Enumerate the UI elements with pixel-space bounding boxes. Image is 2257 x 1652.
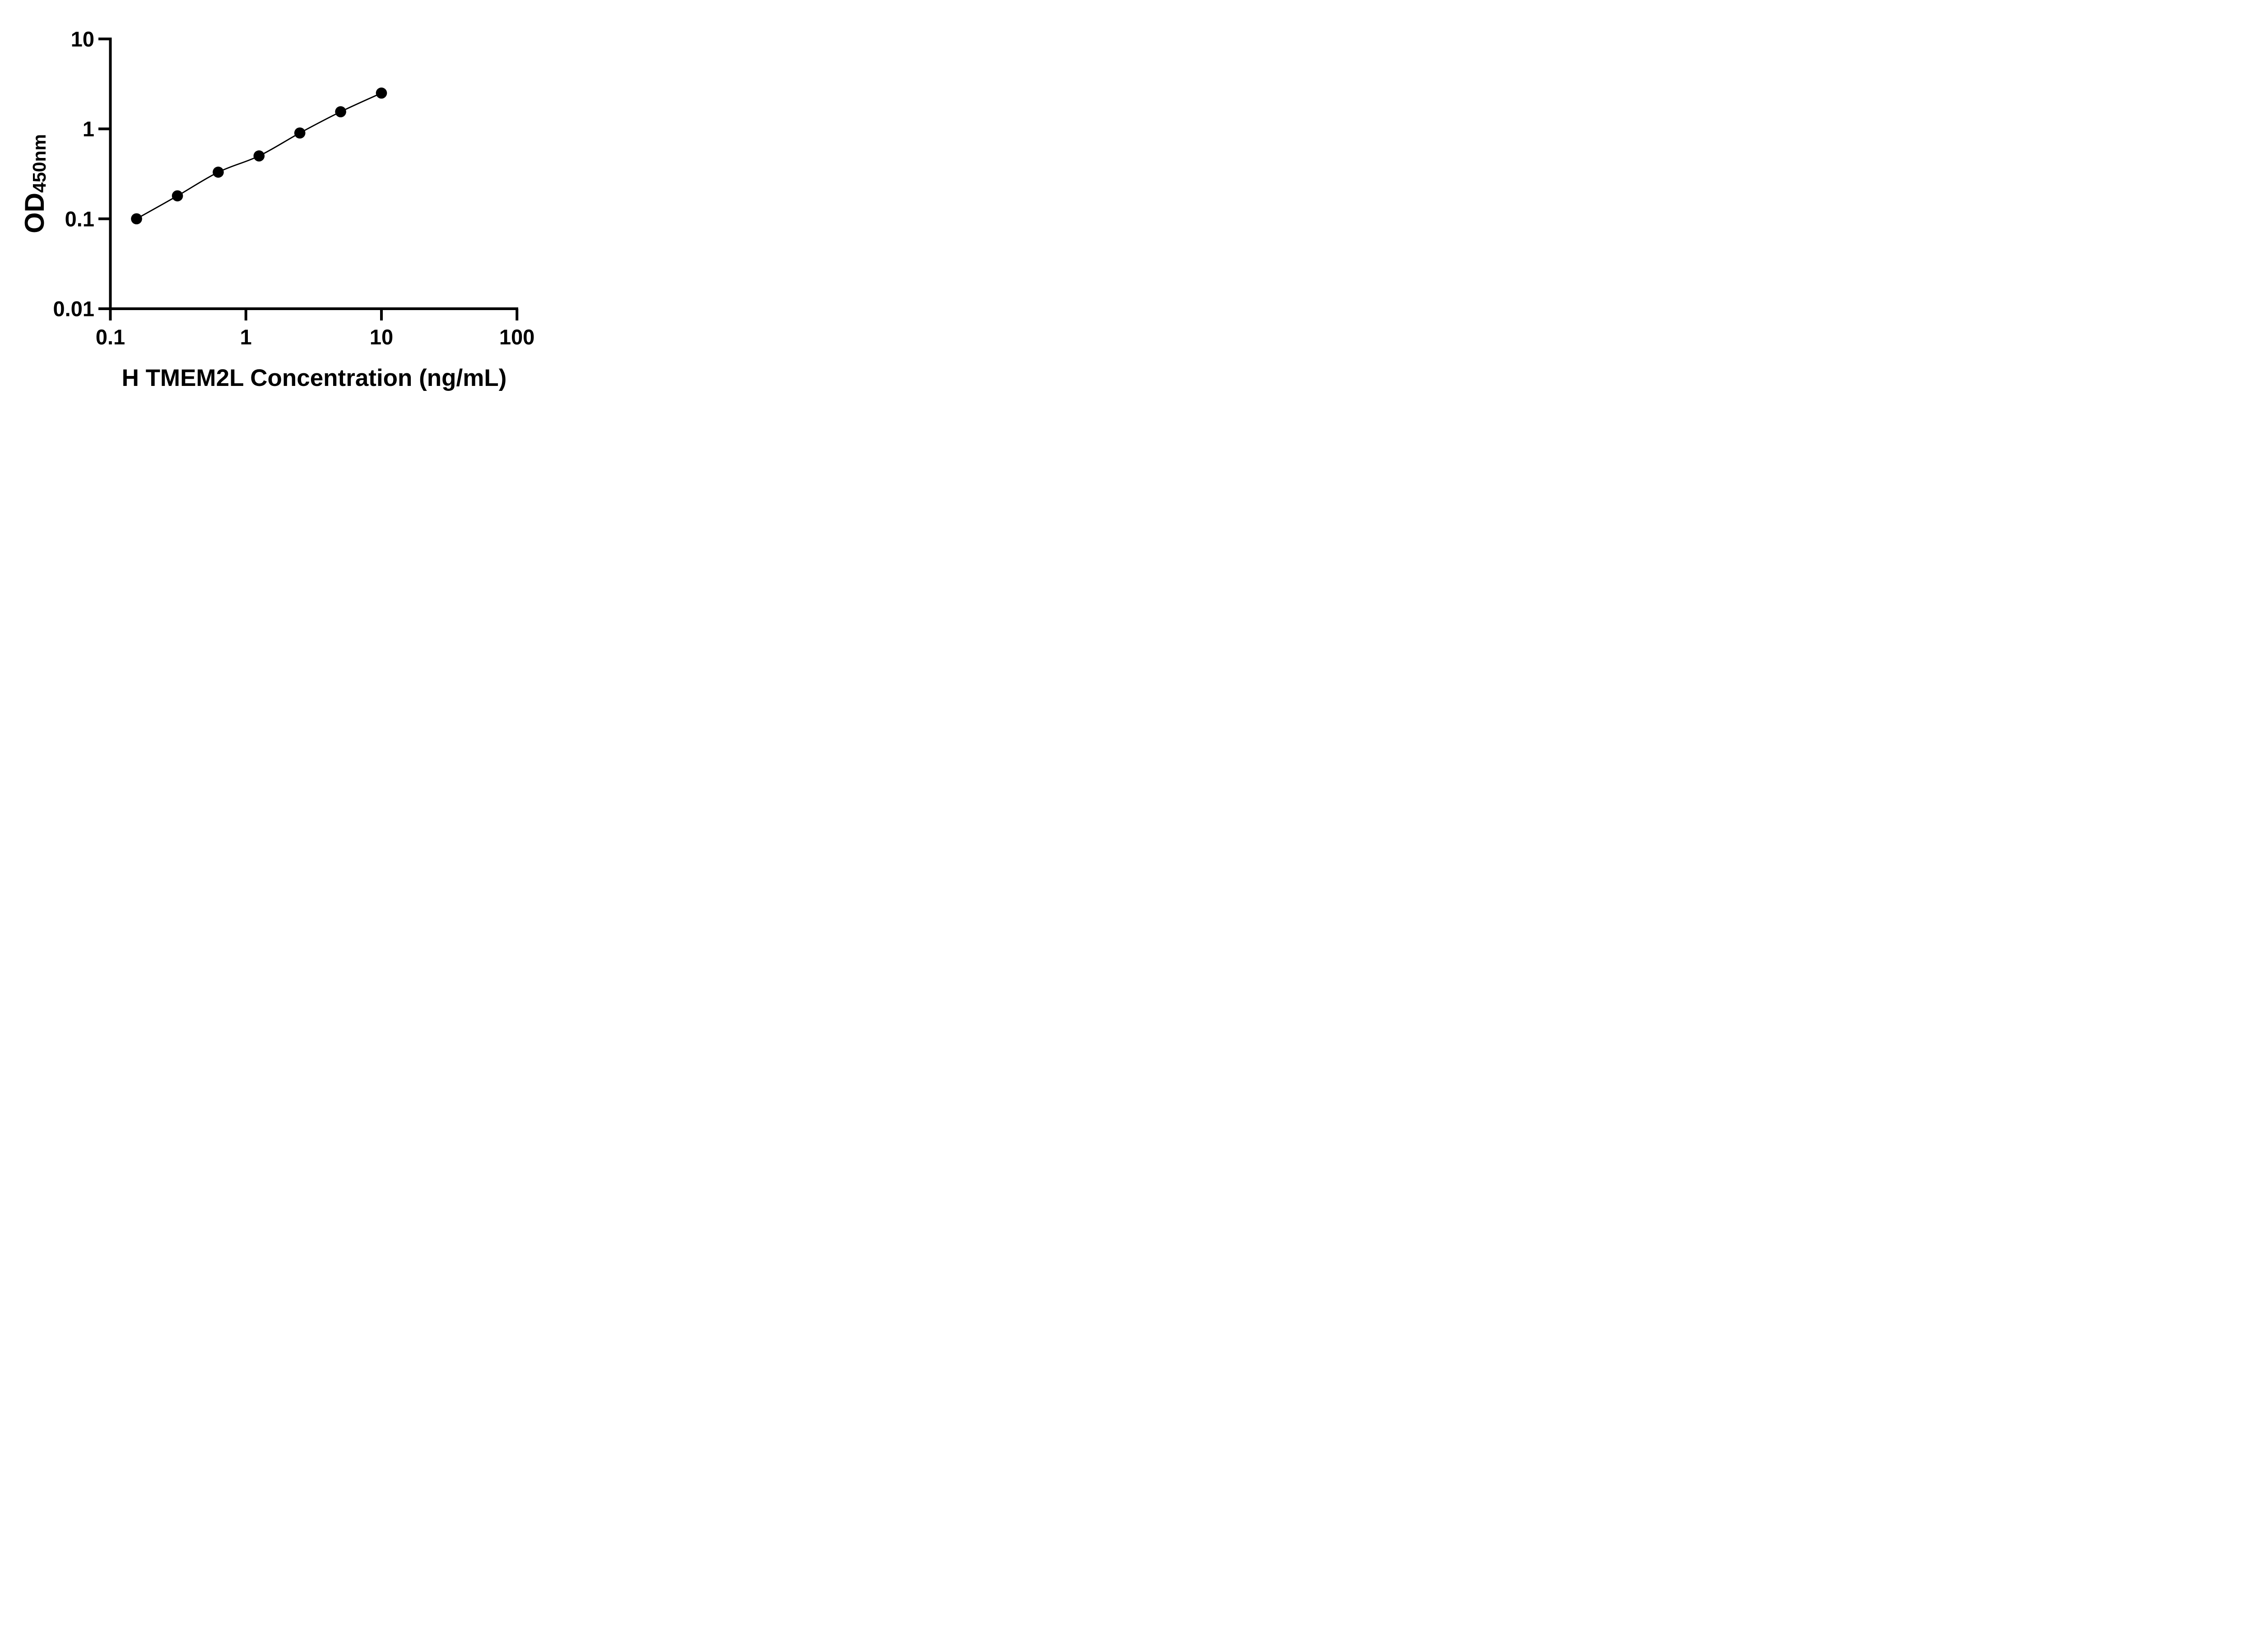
x-tick-label-0.1: 0.1 bbox=[96, 325, 125, 349]
data-point-6 bbox=[335, 106, 346, 117]
x-tick-label-1: 1 bbox=[240, 325, 252, 349]
elisa-standard-curve-figure: 0.01 0.1 1 10 0.1 1 10 100 H TMEM2L Concentrati… bbox=[0, 0, 579, 413]
y-tick-label-1: 1 bbox=[83, 117, 94, 141]
y-tick-label-0.01: 0.01 bbox=[53, 297, 94, 321]
series-layer bbox=[131, 87, 387, 225]
y-axis-title-base: OD bbox=[19, 193, 50, 233]
data-point-3 bbox=[213, 167, 224, 178]
data-point-4 bbox=[253, 150, 265, 162]
ticks-layer bbox=[98, 37, 519, 320]
x-tick-label-10: 10 bbox=[370, 325, 393, 349]
y-tick-label-0.1: 0.1 bbox=[65, 207, 94, 231]
x-tick-label-100: 100 bbox=[499, 325, 534, 349]
data-point-1 bbox=[131, 213, 142, 225]
axes-layer bbox=[109, 39, 518, 310]
data-point-5 bbox=[294, 127, 306, 139]
y-axis-title-subscript: 450nm bbox=[29, 134, 50, 193]
data-point-2 bbox=[172, 190, 183, 202]
y-axis-title: OD450nm bbox=[19, 134, 50, 233]
data-point-7 bbox=[376, 87, 387, 99]
x-axis-title: H TMEM2L Concentration (ng/mL) bbox=[122, 365, 507, 391]
y-tick-label-10: 10 bbox=[71, 27, 94, 51]
